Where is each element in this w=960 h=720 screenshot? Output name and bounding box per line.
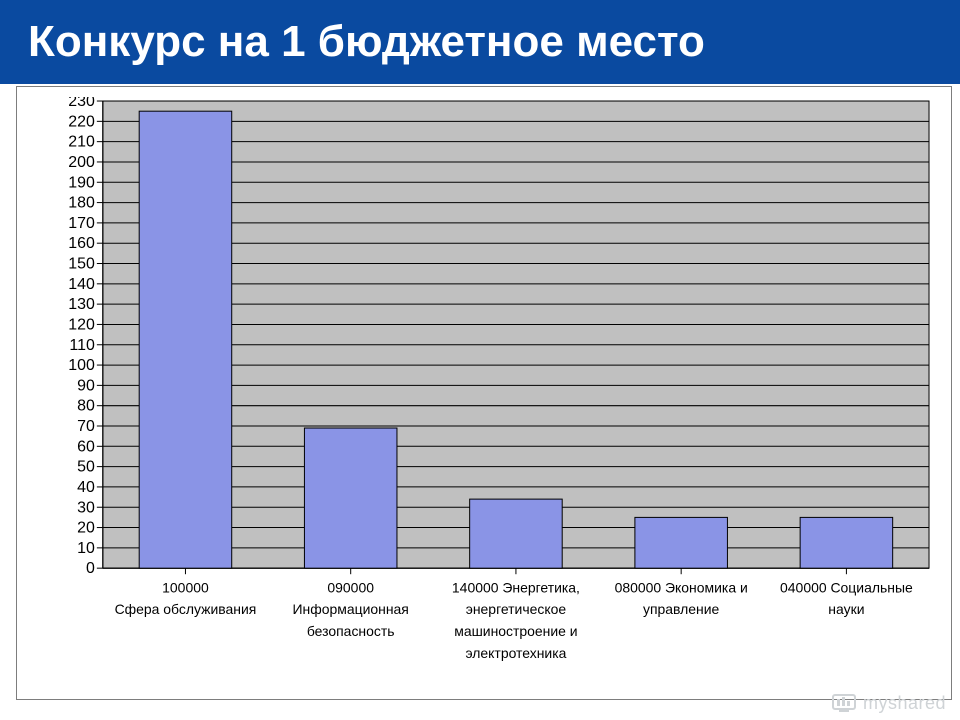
svg-text:80: 80 — [77, 397, 95, 415]
svg-text:90: 90 — [77, 376, 95, 394]
svg-text:Сфера обслуживания: Сфера обслуживания — [115, 601, 257, 617]
svg-text:100000: 100000 — [162, 579, 209, 595]
chart-inner: 0 10 20 30 40 50 60 70 80 90 100 110 120 130 140 150 160… — [29, 97, 939, 691]
slide-title: Конкурс на 1 бюджетное место — [28, 17, 705, 67]
svg-text:энергетическое: энергетическое — [466, 601, 567, 617]
svg-text:Информационная: Информационная — [293, 601, 409, 617]
svg-text:0: 0 — [86, 559, 95, 577]
svg-text:70: 70 — [77, 417, 95, 435]
svg-text:150: 150 — [68, 254, 95, 272]
svg-text:10: 10 — [77, 539, 95, 557]
svg-text:140: 140 — [68, 275, 95, 293]
svg-text:140000 Энергетика,: 140000 Энергетика, — [452, 579, 580, 595]
svg-text:науки: науки — [828, 601, 864, 617]
svg-text:машиностроение и: машиностроение и — [454, 623, 577, 639]
svg-text:170: 170 — [68, 214, 95, 232]
svg-text:управление: управление — [643, 601, 720, 617]
svg-text:30: 30 — [77, 498, 95, 516]
svg-text:210: 210 — [68, 133, 95, 151]
svg-text:130: 130 — [68, 295, 95, 313]
svg-text:безопасность: безопасность — [307, 623, 395, 639]
svg-text:20: 20 — [77, 519, 95, 537]
svg-text:200: 200 — [68, 153, 95, 171]
svg-text:40: 40 — [77, 478, 95, 496]
chart-panel: 0 10 20 30 40 50 60 70 80 90 100 110 120 130 140 150 160… — [16, 86, 952, 700]
svg-text:100: 100 — [68, 356, 95, 374]
svg-text:090000: 090000 — [327, 579, 374, 595]
svg-text:160: 160 — [68, 234, 95, 252]
svg-text:60: 60 — [77, 437, 95, 455]
svg-text:190: 190 — [68, 173, 95, 191]
svg-text:040000 Социальные: 040000 Социальные — [780, 579, 913, 595]
svg-text:080000 Экономика и: 080000 Экономика и — [615, 579, 748, 595]
svg-text:180: 180 — [68, 194, 95, 212]
svg-text:электротехника: электротехника — [465, 645, 566, 661]
bar-chart: 0 10 20 30 40 50 60 70 80 90 100 110 120 130 140 150 160… — [29, 97, 939, 691]
slide-root: Конкурс на 1 бюджетное место 0 10 20 30 40 50… — [0, 0, 960, 720]
svg-text:230: 230 — [68, 97, 95, 110]
svg-text:120: 120 — [68, 315, 95, 333]
svg-text:220: 220 — [68, 112, 95, 130]
svg-text:50: 50 — [77, 458, 95, 476]
title-band: Конкурс на 1 бюджетное место — [0, 0, 960, 84]
svg-text:110: 110 — [69, 336, 95, 354]
